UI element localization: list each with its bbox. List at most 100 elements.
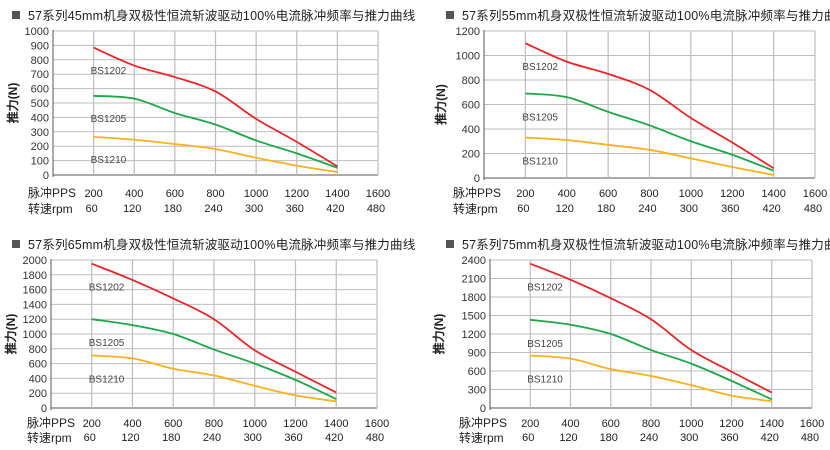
y-tick-label: 1000 (23, 329, 47, 341)
x-tick-label-pps: 1200 (283, 418, 307, 430)
x-tick-label-rpm: 180 (597, 203, 615, 215)
x-tick-label-rpm: 120 (123, 203, 141, 215)
chart-75mm: 57系列75mm机身双极性恒流斩波驱动100%电流脉冲频率与推力曲线 0 300 6… (415, 225, 830, 450)
x-tick-label-pps: 1000 (679, 188, 703, 200)
x-axis-label-pps: 脉冲PPS (459, 415, 507, 430)
x-tick-label-pps: 1200 (720, 188, 744, 200)
series-label: BS1210 (89, 374, 125, 385)
x-axis-label-pps: 脉冲PPS (27, 415, 75, 430)
chart-svg: 0 300 600 900 1200 1500 1800 2100 2400 200 60 400 12… (431, 255, 824, 445)
y-tick-label: 1600 (23, 285, 47, 297)
chart-svg: 0 100 200 300 400 500 600 700 800 900 1000 200 60 400… (5, 26, 390, 216)
y-tick-label: 400 (31, 112, 49, 124)
x-tick-label-rpm: 60 (84, 432, 96, 444)
x-tick-label-pps: 1400 (324, 418, 348, 430)
x-tick-label-rpm: 120 (559, 432, 577, 444)
y-tick-label: 0 (43, 170, 49, 182)
series-label: BS1210 (527, 375, 563, 386)
y-tick-label: 400 (462, 124, 480, 136)
x-tick-label-pps: 1000 (243, 418, 267, 430)
x-tick-label-pps: 400 (558, 188, 576, 200)
square-bullet-icon (446, 240, 454, 248)
x-tick-label-pps: 1400 (325, 188, 349, 200)
y-tick-label: 2100 (462, 274, 486, 286)
x-tick-label-pps: 800 (640, 188, 658, 200)
y-tick-label: 0 (41, 403, 47, 415)
x-tick-label-pps: 1600 (800, 418, 824, 430)
y-tick-label: 200 (29, 388, 47, 400)
x-tick-label-pps: 1200 (719, 418, 743, 430)
x-tick-label-rpm: 360 (284, 432, 302, 444)
chart-45mm: 57系列45mm机身双极性恒流斩波驱动100%电流脉冲频率与推力曲线 0 100 2… (0, 0, 415, 225)
chart-svg: 0 200 400 600 800 1000 1200 200 60 400 120 600 180 80… (433, 26, 827, 216)
series-label: BS1205 (89, 338, 125, 349)
x-tick-label-rpm: 300 (680, 203, 698, 215)
x-tick-label-pps: 800 (642, 418, 660, 430)
x-tick-label-pps: 200 (521, 418, 539, 430)
series-label: BS1210 (91, 155, 127, 166)
y-tick-label: 800 (31, 55, 49, 67)
series-label: BS1202 (527, 283, 563, 294)
x-tick-label-pps: 800 (205, 418, 223, 430)
y-tick-label: 900 (31, 40, 49, 52)
y-tick-label: 500 (31, 98, 49, 110)
x-tick-label-rpm: 360 (720, 432, 738, 444)
y-tick-label: 200 (31, 141, 49, 153)
x-tick-label-pps: 1400 (760, 418, 784, 430)
y-tick-label: 1000 (456, 51, 480, 63)
chart-title-text: 57系列75mm机身双极性恒流斩波驱动100%电流脉冲频率与推力曲线 (462, 238, 830, 252)
x-tick-label-pps: 600 (602, 418, 620, 430)
x-tick-label-pps: 600 (599, 188, 617, 200)
x-tick-label-rpm: 420 (325, 432, 343, 444)
y-tick-label: 800 (462, 75, 480, 87)
y-tick-label: 600 (29, 359, 47, 371)
x-tick-label-rpm: 480 (804, 203, 822, 215)
chart-svg: 0 200 400 600 800 1000 1200 1400 1600 1800 2000 200… (3, 255, 389, 445)
series-label: BS1205 (91, 114, 127, 125)
x-axis-label-rpm: 转速rpm (459, 430, 504, 445)
x-tick-label-rpm: 480 (367, 203, 385, 215)
y-axis-label: 推力(N) (431, 314, 446, 355)
chart-title-text: 57系列55mm机身双极性恒流斩波驱动100%电流脉冲频率与推力曲线 (462, 9, 830, 23)
y-tick-label: 1200 (456, 26, 480, 38)
x-tick-label-rpm: 60 (86, 203, 98, 215)
x-tick-label-pps: 1000 (679, 418, 703, 430)
y-tick-label: 1200 (462, 329, 486, 341)
chart-title: 57系列65mm机身双极性恒流斩波驱动100%电流脉冲频率与推力曲线 (12, 234, 415, 253)
y-tick-label: 600 (31, 84, 49, 96)
x-tick-label-pps: 600 (164, 418, 182, 430)
y-tick-label: 200 (462, 149, 480, 161)
x-tick-label-rpm: 120 (556, 203, 574, 215)
chart-55mm: 57系列55mm机身双极性恒流斩波驱动100%电流脉冲频率与推力曲线 0 200 4… (415, 0, 830, 225)
y-tick-label: 600 (468, 366, 486, 378)
x-tick-label-rpm: 240 (638, 203, 656, 215)
x-tick-label-rpm: 360 (286, 203, 304, 215)
x-tick-label-rpm: 420 (762, 203, 780, 215)
chart-65mm: 57系列65mm机身双极性恒流斩波驱动100%电流脉冲频率与推力曲线 0 200 4… (0, 225, 415, 450)
x-tick-label-rpm: 180 (600, 432, 618, 444)
chart-title: 57系列75mm机身双极性恒流斩波驱动100%电流脉冲频率与推力曲线 (446, 234, 830, 253)
y-tick-label: 300 (468, 385, 486, 397)
x-tick-label-pps: 1200 (285, 188, 309, 200)
y-tick-label: 1000 (25, 26, 49, 38)
y-tick-label: 0 (474, 173, 480, 185)
series-label: BS1210 (522, 156, 558, 167)
x-tick-label-rpm: 180 (164, 203, 182, 215)
y-tick-label: 300 (31, 127, 49, 139)
series-label: BS1205 (522, 112, 558, 123)
x-axis-label-pps: 脉冲PPS (28, 185, 76, 200)
y-tick-label: 700 (31, 69, 49, 81)
x-tick-label-pps: 200 (84, 188, 102, 200)
square-bullet-icon (12, 11, 20, 19)
chart-title: 57系列45mm机身双极性恒流斩波驱动100%电流脉冲频率与推力曲线 (12, 5, 415, 24)
x-tick-label-rpm: 60 (522, 432, 534, 444)
x-tick-label-rpm: 480 (801, 432, 819, 444)
x-tick-label-pps: 200 (83, 418, 101, 430)
x-axis-label-rpm: 转速rpm (27, 430, 72, 445)
x-tick-label-rpm: 480 (366, 432, 384, 444)
x-tick-label-pps: 400 (561, 418, 579, 430)
x-tick-label-pps: 1600 (365, 418, 389, 430)
x-axis-label-pps: 脉冲PPS (453, 185, 501, 200)
y-tick-label: 1500 (462, 311, 486, 323)
x-tick-label-pps: 600 (166, 188, 184, 200)
